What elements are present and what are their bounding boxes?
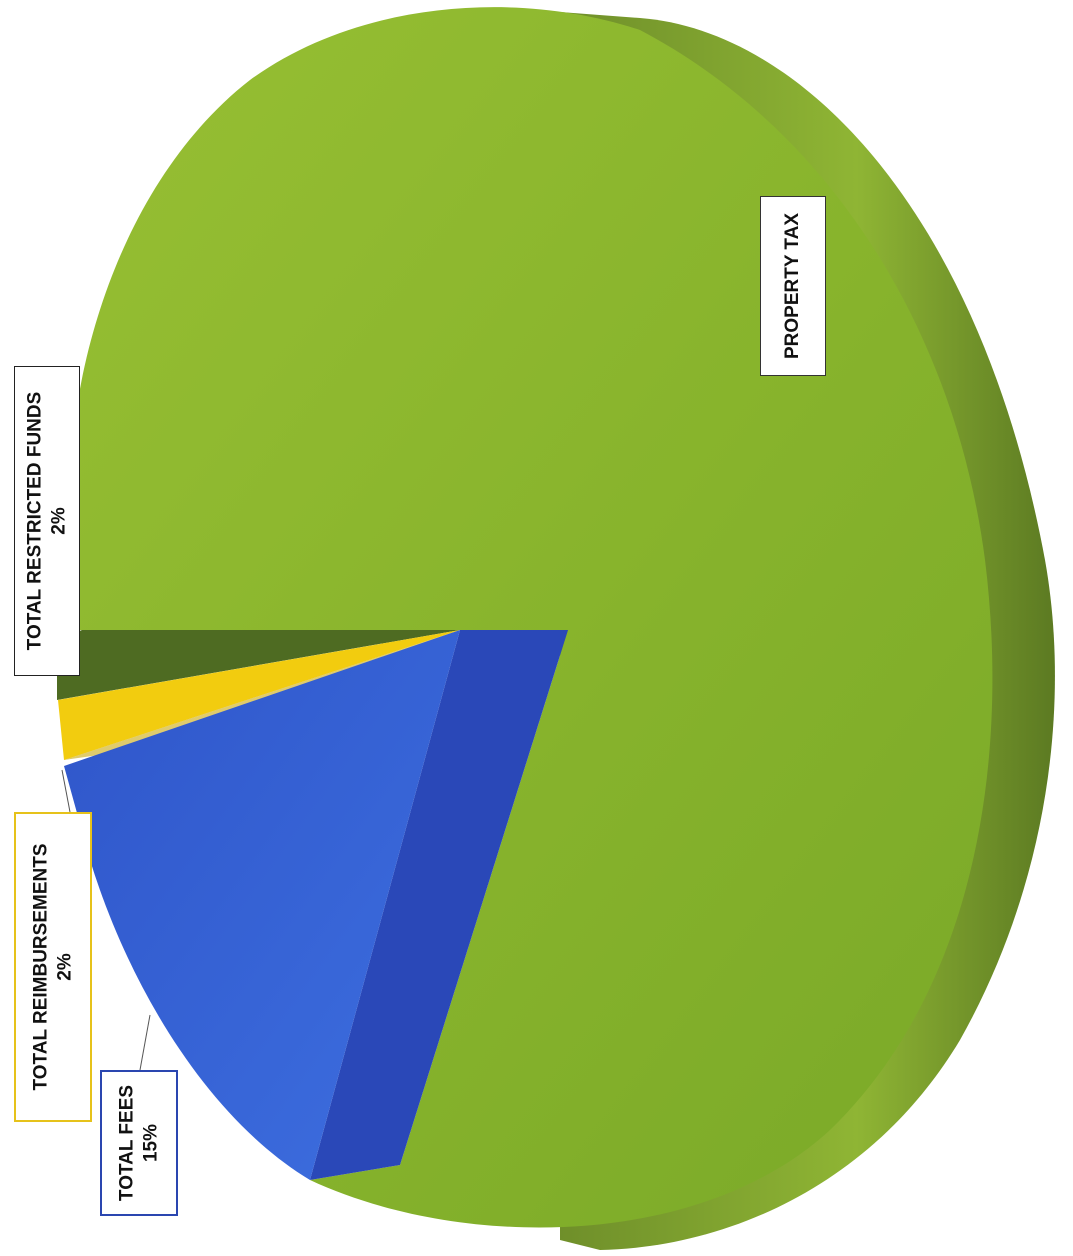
label-total-restricted-funds: TOTAL RESTRICTED FUNDS 2% <box>14 366 80 676</box>
label-total-fees: TOTAL FEES 15% <box>100 1070 178 1216</box>
leader-line-reimbursements <box>61 769 71 813</box>
leader-line-fees <box>139 1014 151 1071</box>
slice-total-fees-side <box>310 630 568 1180</box>
slice-total-restricted-funds <box>57 630 460 700</box>
slice-total-reimbursements <box>58 630 460 760</box>
label-total-reimbursements: TOTAL REIMBURSEMENTS 2% <box>14 812 92 1122</box>
label-property-tax: PROPERTY TAX <box>760 196 826 376</box>
slice-total-reimbursements-edge <box>64 630 460 760</box>
slice-total-fees <box>64 630 460 1180</box>
